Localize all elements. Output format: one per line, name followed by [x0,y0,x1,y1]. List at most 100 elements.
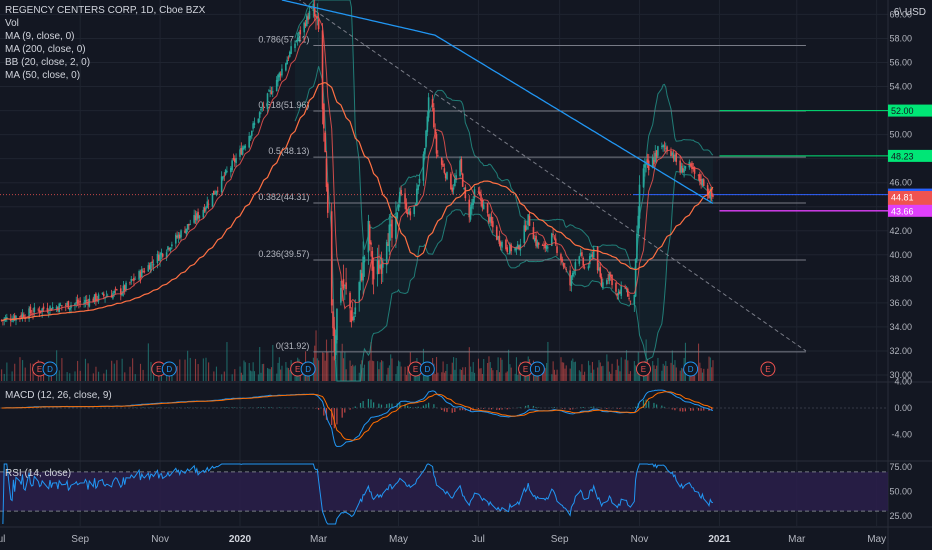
volume-bar [624,359,626,381]
volume-bar [663,365,666,381]
rsi-legend[interactable]: RSI (14, close) [5,467,71,480]
volume-bar [698,343,700,381]
volume-bar [323,352,325,381]
candle-body [285,63,287,71]
dividend-marker[interactable]: D [161,361,177,377]
candle-body [510,244,512,252]
currency-label[interactable]: 6\ USD [894,7,926,18]
dividend-marker[interactable]: D [42,361,58,377]
candle-body [598,268,600,271]
candle-body [359,270,362,281]
candle-body [653,159,655,165]
volume-bar [703,368,705,381]
volume-bar [627,360,629,381]
legend-bb[interactable]: BB (20, close, 2, 0) [5,57,91,68]
candle-body [550,233,553,246]
macd-hist-bar [535,406,537,408]
rsi-label[interactable]: RSI (14, close) [5,468,72,479]
volume-bar [602,365,604,381]
candle-body [684,165,687,169]
candle-body [679,160,681,173]
event-circle [635,361,651,377]
candle-body [417,184,419,191]
volume-bar [591,361,593,381]
candle-body [185,228,188,234]
candle-body [58,303,61,313]
earnings-marker[interactable]: E [151,361,167,377]
dividend-marker[interactable]: D [529,361,545,377]
candle-body [230,167,232,173]
candle-body [473,189,476,199]
dividend-marker[interactable]: D [683,361,699,377]
symbol-title[interactable]: REGENCY CENTERS CORP, 1D, Cboe BZX [5,5,206,16]
earnings-marker[interactable]: E [760,361,776,377]
macd-legend[interactable]: MACD (12, 26, close, 9) [5,389,112,402]
candle-body [281,68,283,76]
candle-body [527,214,529,225]
dividend-marker[interactable]: D [419,361,435,377]
candle-body [481,199,484,208]
volume-bar [536,374,538,381]
volume-bar [628,373,630,381]
candle-body [19,316,21,318]
macd-hist-bar [399,402,401,408]
volume-bar [336,340,338,381]
rsi-tick-label: 25.00 [889,511,912,521]
candle-body [308,11,311,19]
legend-ma9[interactable]: MA (9, close, 0) [5,31,75,42]
candle-body [452,187,455,190]
candle-body [130,279,133,282]
macd-label[interactable]: MACD (12, 26, close, 9) [5,390,112,401]
macd-hist-bar [234,407,236,408]
candle-body [629,300,632,302]
volume-bar [116,360,118,381]
legend-ma200[interactable]: MA (200, close, 0) [5,44,86,55]
candle-body [405,202,408,213]
earnings-marker[interactable]: E [635,361,651,377]
macd-hist-bar [506,408,508,410]
macd-hist-bar [569,408,571,410]
candle-body [611,274,613,286]
macd-hist-bar [323,408,325,416]
volume-bar [464,367,466,381]
candle-body [142,270,144,272]
earnings-marker[interactable]: E [518,361,534,377]
macd-hist-bar [692,408,694,411]
candles [0,0,714,361]
dividend-marker[interactable]: D [300,361,316,377]
candle-body [490,216,493,224]
candle-body [324,132,326,153]
candle-body [681,168,684,173]
volume-bar [611,363,613,381]
volume-bar [480,368,482,381]
volume-bar [574,361,576,381]
candle-body [42,306,45,310]
candle-body [279,73,282,76]
volume-bar [387,367,389,381]
candle-body [416,188,418,206]
volume-bar [226,342,228,381]
candle-body [506,247,509,253]
candle-body [214,193,216,195]
candle-body [330,211,333,306]
volume-bar [223,371,225,381]
volume-bar [489,362,491,381]
legend-vol[interactable]: Vol [5,18,19,29]
candle-body [664,147,667,149]
candle-body [379,264,381,269]
volume-bar [213,371,215,381]
fib-level-label: 0.786(57.41) [258,35,309,45]
candle-body [399,191,401,204]
macd-hist-bar [483,408,485,409]
candle-body [353,316,355,320]
currency-text: USD [904,7,926,18]
candle-body [79,300,81,303]
volume-bar [139,363,142,381]
candle-body [528,215,531,226]
volume-bar [552,361,554,381]
event-circle [683,361,699,377]
legend-ma50[interactable]: MA (50, close, 0) [5,70,81,81]
volume-bar [442,361,444,381]
volume-bar [436,356,438,381]
